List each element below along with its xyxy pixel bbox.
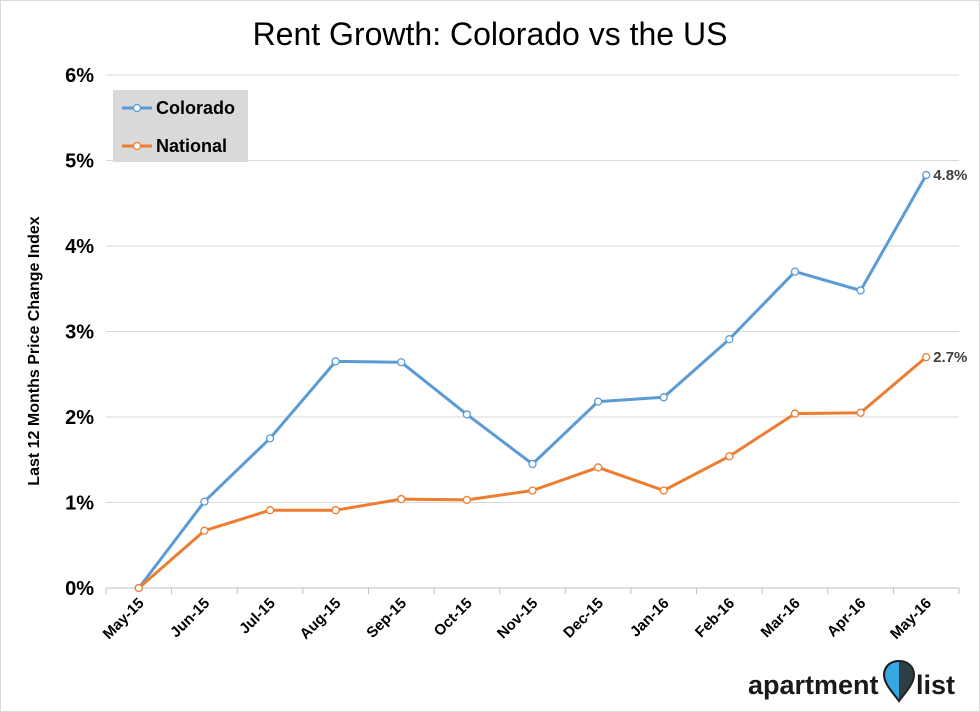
gridlines xyxy=(106,74,959,503)
data-point-colorado xyxy=(922,170,931,180)
series-group xyxy=(134,170,931,593)
data-point-colorado xyxy=(528,459,537,469)
data-point-national xyxy=(790,409,800,418)
data-point-national xyxy=(397,494,406,504)
y-tick-label: 5% xyxy=(65,151,94,173)
logo-text-list: list xyxy=(916,670,955,700)
x-tick-label: Jun-15 xyxy=(167,595,213,641)
legend-label-national: National xyxy=(156,136,227,156)
data-point-national xyxy=(856,408,865,417)
data-point-colorado xyxy=(200,497,209,506)
legend-marker-colorado xyxy=(132,103,142,113)
data-point-national xyxy=(462,495,472,505)
y-tick-label: 2% xyxy=(65,407,94,429)
apartment-list-logo: apartment list xyxy=(748,659,955,703)
data-point-national xyxy=(200,526,209,535)
y-tick-label: 3% xyxy=(65,322,94,344)
data-point-colorado xyxy=(331,357,340,366)
data-point-colorado xyxy=(265,434,275,443)
y-tick-label: 4% xyxy=(65,236,94,258)
data-point-national xyxy=(593,463,603,472)
legend-label-colorado: Colorado xyxy=(156,98,235,118)
x-tick-label: Jan-16 xyxy=(627,595,673,641)
x-tick-label: Mar-16 xyxy=(758,595,804,641)
data-point-colorado xyxy=(593,397,603,406)
data-point-national xyxy=(331,506,340,515)
x-tick-label: Sep-15 xyxy=(363,595,410,642)
legend: Colorado National xyxy=(113,90,248,162)
chart-title: Rent Growth: Colorado vs the US xyxy=(253,16,728,52)
data-point-colorado xyxy=(725,335,734,344)
data-point-national xyxy=(725,452,734,461)
data-label-colorado: 4.8% xyxy=(933,167,967,184)
series-line-national xyxy=(137,355,928,590)
logo-text-apartment: apartment xyxy=(748,670,879,700)
x-tick-label: Oct-15 xyxy=(431,595,476,640)
map-pin-icon xyxy=(882,659,916,703)
legend-marker-national xyxy=(132,141,142,151)
data-point-colorado xyxy=(659,393,668,402)
data-point-national xyxy=(265,506,275,515)
x-tick-label: May-16 xyxy=(887,595,935,643)
data-point-colorado xyxy=(462,410,472,419)
data-point-colorado xyxy=(790,267,800,276)
data-point-national xyxy=(659,486,668,495)
data-point-colorado xyxy=(397,358,406,367)
x-tick-label: Nov-15 xyxy=(494,595,541,642)
data-label-national: 2.7% xyxy=(933,349,967,366)
x-tick-label: Aug-15 xyxy=(297,595,345,643)
data-point-colorado xyxy=(856,286,865,295)
y-tick-label: 6% xyxy=(65,65,94,87)
x-tick-label: Feb-16 xyxy=(692,595,738,641)
y-tick-label: 0% xyxy=(65,578,94,600)
x-tick-label: Jul-15 xyxy=(236,595,279,638)
legend-box xyxy=(113,90,248,162)
y-axis-label: Last 12 Months Price Change Index xyxy=(26,216,43,486)
x-tick-label: May-15 xyxy=(100,595,148,643)
data-point-national xyxy=(134,583,143,593)
series-line-colorado xyxy=(137,173,928,590)
x-tick-label: Apr-16 xyxy=(824,595,870,641)
data-point-national xyxy=(528,486,537,495)
x-tick-label: Dec-15 xyxy=(560,595,607,642)
y-tick-label: 1% xyxy=(65,493,94,515)
data-labels: 4.8% 2.7% xyxy=(933,167,967,366)
data-point-national xyxy=(922,352,931,362)
